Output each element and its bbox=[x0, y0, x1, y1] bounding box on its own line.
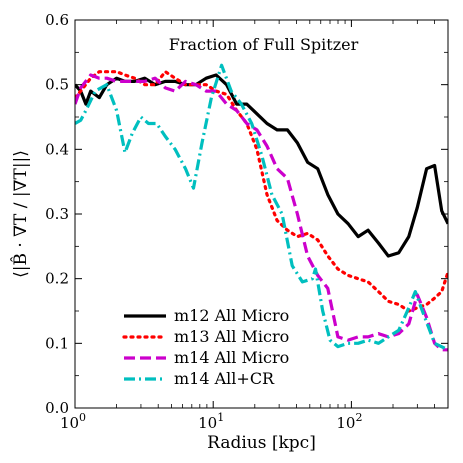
legend-label-1: m12 All Micro bbox=[174, 306, 289, 325]
series-line-2 bbox=[75, 70, 448, 313]
x-tick-label: 102 bbox=[336, 411, 362, 432]
x-tick-label: 101 bbox=[198, 411, 224, 432]
y-axis-label: ⟨|B̂ · ∇T / |∇T||⟩ bbox=[11, 150, 31, 278]
y-tick-label: 0.6 bbox=[45, 11, 69, 29]
y-tick-label: 0.2 bbox=[45, 270, 69, 288]
y-tick-label: 0.3 bbox=[45, 205, 69, 223]
legend-label-2: m13 All Micro bbox=[174, 327, 289, 346]
x-axis-label: Radius [kpc] bbox=[207, 433, 316, 453]
ticks-layer: 0.0 0.1 0.2 0.3 0.4 0.5 0.6 100 101 102 bbox=[45, 11, 449, 432]
y-tick-label: 0.5 bbox=[45, 76, 69, 94]
y-tick-label: 0.4 bbox=[45, 140, 69, 158]
y-tick-label: 0.1 bbox=[45, 334, 69, 352]
legend-label-4: m14 All+CR bbox=[174, 369, 275, 388]
series-layer bbox=[75, 63, 448, 352]
legend: m12 All Micro m13 All Micro m14 All Micro m… bbox=[122, 306, 289, 388]
x-tick-label: 100 bbox=[60, 411, 86, 432]
chart-title: Fraction of Full Spitzer bbox=[169, 35, 359, 54]
legend-label-3: m14 All Micro bbox=[174, 348, 289, 367]
series-line-4 bbox=[75, 63, 448, 352]
y-tick-label: 0.0 bbox=[45, 399, 69, 417]
plot-frame bbox=[74, 19, 449, 409]
